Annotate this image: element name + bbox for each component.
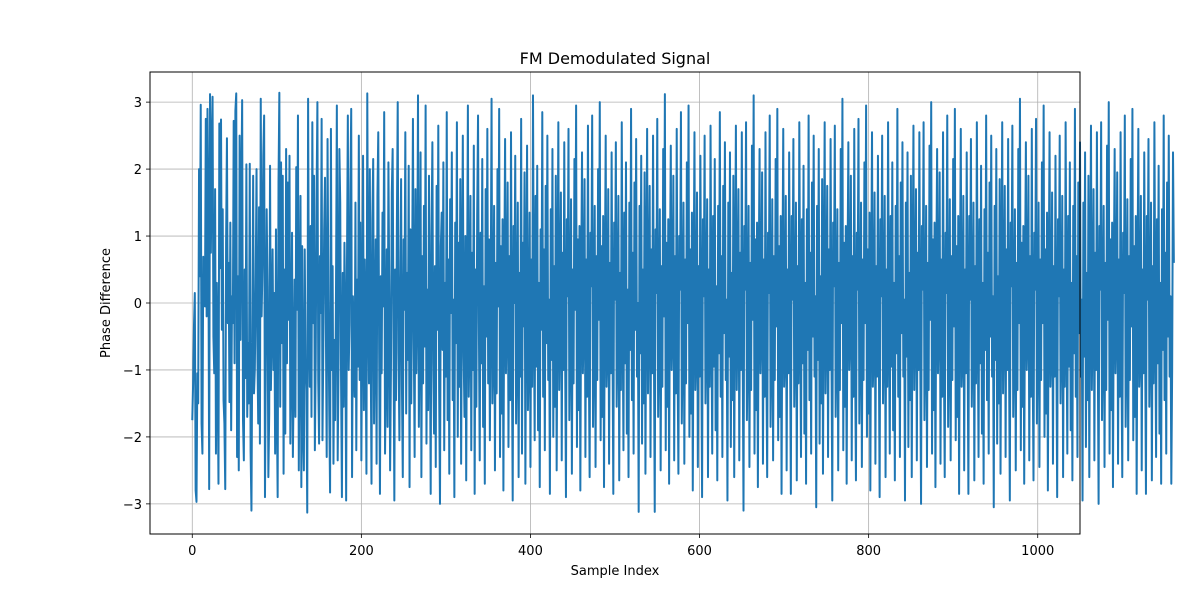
y-tick-label: −3 — [123, 498, 142, 513]
y-tick-label: −1 — [123, 364, 142, 379]
series-line — [191, 91, 1175, 514]
x-tick-label: 400 — [518, 544, 543, 559]
y-tick-label: 2 — [134, 163, 142, 178]
x-tick-label: 200 — [349, 544, 374, 559]
x-tick-label: 600 — [687, 544, 712, 559]
y-tick-label: 1 — [134, 230, 142, 245]
x-axis-label: Sample Index — [571, 564, 660, 579]
y-tick-label: 0 — [134, 297, 142, 312]
x-tick-label: 1000 — [1021, 544, 1054, 559]
y-tick-label: 3 — [134, 96, 142, 111]
chart-title: FM Demodulated Signal — [520, 49, 711, 68]
y-axis-ticks: −3 −2 −1 0 1 2 3 — [123, 96, 150, 513]
x-tick-label: 0 — [188, 544, 196, 559]
x-tick-label: 800 — [856, 544, 881, 559]
y-axis-label: Phase Difference — [99, 248, 114, 358]
y-tick-label: −2 — [123, 431, 142, 446]
x-axis-ticks: 0 200 400 600 800 1000 — [188, 534, 1054, 559]
